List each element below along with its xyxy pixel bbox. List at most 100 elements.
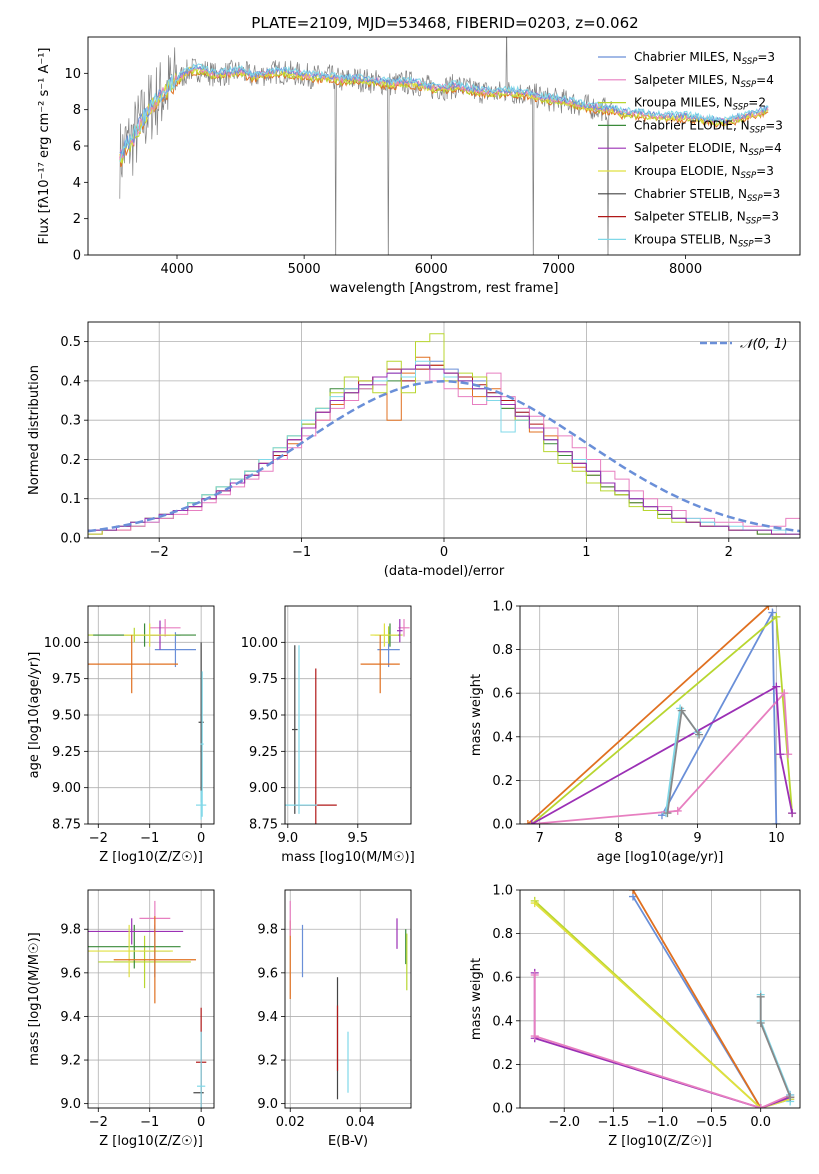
- y-tick-label: 9.25: [249, 745, 278, 760]
- legend-label: Salpeter MILES, NSSP=4: [634, 73, 774, 90]
- axes-frame: [87, 889, 215, 1109]
- legend-tail: =2: [748, 96, 766, 110]
- x-tick-label: 0: [440, 545, 448, 560]
- legend-tail: =3: [763, 187, 781, 201]
- legend-sub: SSP: [748, 148, 764, 158]
- y-tick-label: 10.00: [241, 636, 278, 651]
- legend-sub: SSP: [746, 217, 762, 227]
- legend-tail: =3: [757, 50, 775, 64]
- weight-marker: [530, 899, 539, 908]
- legend-main: Kroupa MILES, N: [634, 96, 733, 110]
- x-tick-label: −1: [140, 831, 159, 846]
- axes-frame: [519, 605, 801, 825]
- y-tick-label: 9.2: [257, 1054, 278, 1069]
- x-axis-label: (data-model)/error: [384, 564, 505, 579]
- y-tick-label: 0.4: [492, 730, 513, 745]
- x-tick-label: 9: [693, 831, 701, 846]
- y-tick-label: 6: [73, 140, 81, 155]
- x-tick-label: 9.5: [347, 831, 368, 846]
- y-tick-label: 0.6: [492, 687, 513, 702]
- axes-frame: [87, 36, 801, 256]
- weight-marker: [772, 682, 781, 691]
- x-tick-label: 0.0: [750, 1115, 771, 1130]
- y-tick-label: 1.0: [492, 600, 513, 615]
- weight-marker: [530, 971, 539, 980]
- spectrum-model-line: [119, 64, 769, 156]
- weight-marker: [756, 992, 765, 1001]
- legend-main: Kroupa STELIB, N: [634, 232, 738, 246]
- y-tick-label: 8.75: [52, 818, 81, 833]
- x-tick-label: 0.02: [276, 1115, 305, 1130]
- y-tick-label: 4: [73, 176, 81, 191]
- mass-vs-Z-plot-area: [88, 890, 214, 1108]
- y-axis-label: mass weight: [469, 958, 484, 1040]
- x-tick-label: −1.5: [598, 1115, 630, 1130]
- axes-frame: [519, 889, 801, 1109]
- weight-marker: [523, 820, 532, 824]
- y-tick-label: 0.3: [60, 414, 81, 429]
- y-tick-label: 0.2: [492, 1058, 513, 1073]
- spectrum-model-line: [119, 63, 769, 163]
- y-axis-label: mass [log10(M/M☉)]: [27, 932, 42, 1065]
- weight-line: [534, 902, 791, 1108]
- y-tick-label: 0.5: [60, 335, 81, 350]
- legend-tail: =4: [764, 141, 782, 155]
- axes-frame: [87, 321, 801, 539]
- x-tick-label: 5000: [288, 262, 321, 277]
- y-tick-label: 8.75: [249, 818, 278, 833]
- weight-marker: [784, 750, 793, 759]
- x-tick-label: −2: [89, 831, 108, 846]
- y-tick-label: 9.4: [60, 1010, 81, 1025]
- y-tick-label: 0.4: [492, 1014, 513, 1029]
- x-axis-label: Z [log10(Z/Z☉)]: [99, 850, 203, 865]
- legend-label: Chabrier MILES, NSSP=3: [634, 50, 775, 67]
- legend-label: Kroupa MILES, NSSP=2: [634, 96, 766, 113]
- x-tick-label: 6000: [415, 262, 448, 277]
- x-axis-label: E(B-V): [328, 1134, 368, 1149]
- weight-marker: [527, 820, 536, 824]
- y-tick-label: 9.75: [249, 672, 278, 687]
- y-tick-label: 0.1: [60, 492, 81, 507]
- y-tick-label: 10.00: [44, 636, 81, 651]
- y-tick-label: 0.4: [60, 374, 81, 389]
- weight-marker: [780, 689, 789, 698]
- legend-main: Kroupa ELODIE, N: [634, 164, 741, 178]
- x-axis-label: Z [log10(Z/Z☉)]: [608, 1134, 712, 1149]
- residual-distribution-plot-area: [88, 322, 800, 538]
- legend-tail: =4: [756, 73, 774, 87]
- age-vs-Z-plot-area: [88, 606, 214, 824]
- legend-label: Kroupa ELODIE, NSSP=3: [634, 164, 774, 181]
- axes-frame: [284, 605, 412, 825]
- y-tick-label: 9.2: [60, 1054, 81, 1069]
- histogram-series: [88, 364, 800, 535]
- age-vs-mass-plot-area: [285, 606, 411, 824]
- x-tick-label: −0.5: [696, 1115, 728, 1130]
- x-axis-label: mass [log10(M/M☉)]: [281, 850, 414, 865]
- axes-frame: [87, 605, 215, 825]
- mass-vs-EBV-plot-area: [285, 890, 411, 1108]
- x-tick-label: 7000: [542, 262, 575, 277]
- x-axis-label: age [log10(age/yr)]: [597, 850, 724, 865]
- y-tick-label: 0.0: [492, 818, 513, 833]
- spectrum-panel: 4000 5000 6000 7000 8000 0 2 4 6 8 10 Chabrier MILE…: [37, 36, 801, 296]
- x-tick-label: 7: [536, 831, 544, 846]
- legend-sub: SSP: [741, 80, 757, 90]
- legend-label: Chabrier STELIB, NSSP=3: [634, 187, 780, 204]
- x-axis-label: Z [log10(Z/Z☉)]: [99, 1134, 203, 1149]
- x-tick-label: −2.0: [548, 1115, 580, 1130]
- legend-sub: SSP: [750, 125, 766, 135]
- x-tick-label: −1: [292, 545, 311, 560]
- x-tick-label: 0.04: [346, 1115, 375, 1130]
- weight-marker: [530, 1032, 539, 1041]
- y-tick-label: 10: [64, 67, 81, 82]
- legend-tail: =3: [761, 210, 779, 224]
- legend-sub: SSP: [747, 194, 763, 204]
- residual-distribution-panel: −2 −1 0 1 2 0.0 0.1 0.2 0.3 0.4 0.5 𝒩(0, 1) (data-mo…: [27, 321, 801, 579]
- weight-marker: [663, 809, 672, 818]
- weight-marker: [677, 706, 686, 715]
- weight-marker: [673, 806, 682, 815]
- x-tick-label: −2: [150, 545, 169, 560]
- x-tick-label: 2: [725, 545, 733, 560]
- legend-sub: SSP: [738, 239, 754, 249]
